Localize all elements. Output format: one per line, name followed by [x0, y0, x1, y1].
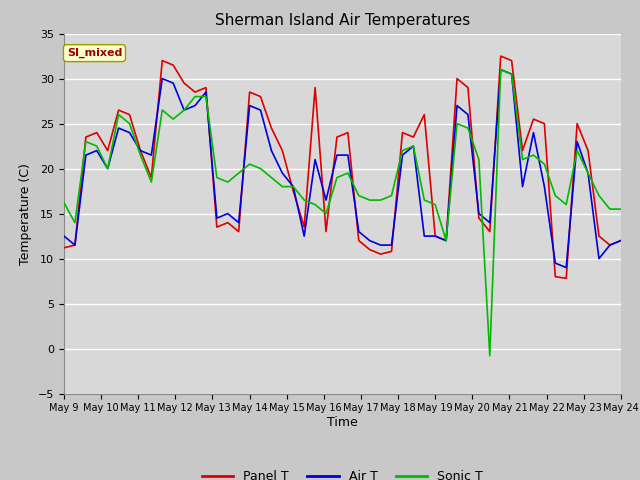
X-axis label: Time: Time	[327, 416, 358, 429]
Text: SI_mixed: SI_mixed	[67, 48, 122, 58]
Y-axis label: Temperature (C): Temperature (C)	[19, 163, 33, 264]
Title: Sherman Island Air Temperatures: Sherman Island Air Temperatures	[215, 13, 470, 28]
Legend: Panel T, Air T, Sonic T: Panel T, Air T, Sonic T	[196, 465, 488, 480]
